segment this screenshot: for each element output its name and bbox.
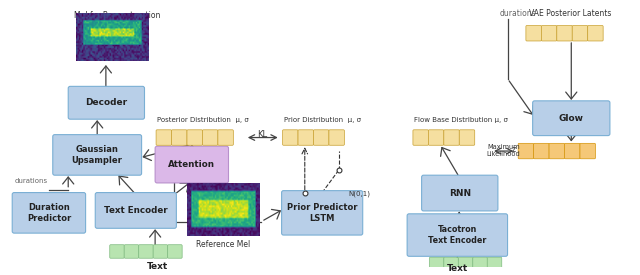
FancyBboxPatch shape bbox=[52, 135, 141, 175]
FancyBboxPatch shape bbox=[444, 257, 458, 271]
FancyBboxPatch shape bbox=[314, 130, 329, 145]
Text: Maximum
Likelihood: Maximum Likelihood bbox=[487, 144, 520, 157]
Text: durations: durations bbox=[500, 9, 536, 18]
Text: z: z bbox=[511, 145, 515, 154]
Text: Flow Base Distribution μ, σ: Flow Base Distribution μ, σ bbox=[414, 117, 508, 123]
Text: RNN: RNN bbox=[449, 189, 471, 197]
Text: Text Encoder: Text Encoder bbox=[104, 206, 168, 215]
FancyBboxPatch shape bbox=[407, 214, 508, 256]
FancyBboxPatch shape bbox=[218, 130, 234, 145]
FancyBboxPatch shape bbox=[12, 192, 86, 233]
FancyBboxPatch shape bbox=[413, 130, 428, 145]
FancyBboxPatch shape bbox=[588, 26, 603, 41]
Text: N(0,1): N(0,1) bbox=[348, 191, 370, 197]
Text: Gaussian
Upsampler: Gaussian Upsampler bbox=[72, 145, 123, 165]
Text: Mel for Reconstruction: Mel for Reconstruction bbox=[74, 11, 161, 20]
Text: Prior Distribution  μ, σ: Prior Distribution μ, σ bbox=[284, 117, 360, 123]
Text: VAE Posterior Latents: VAE Posterior Latents bbox=[529, 9, 611, 18]
FancyBboxPatch shape bbox=[298, 130, 314, 145]
Text: Duration
Predictor: Duration Predictor bbox=[27, 203, 71, 222]
FancyBboxPatch shape bbox=[460, 130, 475, 145]
Text: KL: KL bbox=[257, 130, 268, 139]
FancyBboxPatch shape bbox=[139, 245, 153, 258]
FancyBboxPatch shape bbox=[444, 130, 460, 145]
Text: Text: Text bbox=[447, 264, 468, 273]
FancyBboxPatch shape bbox=[532, 101, 610, 136]
Text: Tacotron
Text Encoder: Tacotron Text Encoder bbox=[428, 225, 486, 245]
FancyBboxPatch shape bbox=[187, 130, 202, 145]
FancyBboxPatch shape bbox=[549, 143, 564, 159]
Text: Posterior Distribution  μ, σ: Posterior Distribution μ, σ bbox=[157, 117, 249, 123]
FancyBboxPatch shape bbox=[541, 26, 557, 41]
FancyBboxPatch shape bbox=[422, 175, 498, 211]
FancyBboxPatch shape bbox=[329, 130, 344, 145]
FancyBboxPatch shape bbox=[580, 143, 595, 159]
FancyBboxPatch shape bbox=[172, 130, 187, 145]
FancyBboxPatch shape bbox=[156, 130, 172, 145]
FancyBboxPatch shape bbox=[202, 130, 218, 145]
FancyBboxPatch shape bbox=[518, 143, 534, 159]
Text: Attention: Attention bbox=[168, 160, 215, 169]
FancyBboxPatch shape bbox=[487, 257, 502, 271]
FancyBboxPatch shape bbox=[572, 26, 588, 41]
FancyBboxPatch shape bbox=[282, 191, 363, 235]
Text: Text: Text bbox=[147, 262, 168, 271]
FancyBboxPatch shape bbox=[168, 245, 182, 258]
FancyBboxPatch shape bbox=[458, 257, 473, 271]
FancyBboxPatch shape bbox=[68, 86, 145, 119]
FancyBboxPatch shape bbox=[124, 245, 139, 258]
Text: Glow: Glow bbox=[559, 114, 584, 123]
Text: Decoder: Decoder bbox=[85, 98, 127, 107]
FancyBboxPatch shape bbox=[564, 143, 580, 159]
Text: Reference Mel: Reference Mel bbox=[196, 240, 250, 249]
FancyBboxPatch shape bbox=[534, 143, 549, 159]
FancyBboxPatch shape bbox=[283, 130, 298, 145]
FancyBboxPatch shape bbox=[155, 146, 228, 183]
FancyBboxPatch shape bbox=[473, 257, 487, 271]
FancyBboxPatch shape bbox=[526, 26, 541, 41]
FancyBboxPatch shape bbox=[557, 26, 572, 41]
FancyBboxPatch shape bbox=[109, 245, 124, 258]
Text: durations: durations bbox=[14, 178, 47, 184]
FancyBboxPatch shape bbox=[95, 192, 177, 228]
FancyBboxPatch shape bbox=[153, 245, 168, 258]
FancyBboxPatch shape bbox=[429, 257, 444, 271]
Text: Prior Predictor
LSTM: Prior Predictor LSTM bbox=[287, 203, 357, 222]
FancyBboxPatch shape bbox=[428, 130, 444, 145]
